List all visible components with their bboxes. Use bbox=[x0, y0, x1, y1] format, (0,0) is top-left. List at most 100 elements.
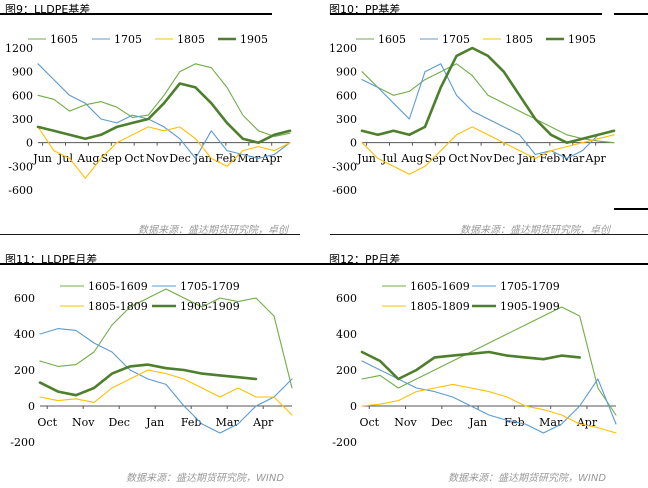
x-tick-label: Dec bbox=[493, 152, 515, 165]
section-rule bbox=[330, 234, 648, 235]
legend-label: 1805-1809 bbox=[410, 300, 470, 313]
y-tick-label: 400 bbox=[336, 328, 357, 341]
y-tick-label: -600 bbox=[332, 184, 357, 197]
x-tick-label: Feb bbox=[181, 416, 202, 429]
chart-title: 图10：PP基差 bbox=[329, 3, 401, 16]
x-tick-label: Dec bbox=[431, 416, 453, 429]
chart-source: 数据来源：盛达期货研究院，卓创 bbox=[460, 225, 610, 236]
series-line-1905 bbox=[36, 82, 292, 144]
series-line-1905-1909 bbox=[360, 350, 581, 381]
series-line-1605-1609 bbox=[39, 288, 293, 389]
series-line-1605-1609 bbox=[361, 306, 617, 416]
series-line-1605 bbox=[361, 63, 615, 144]
legend-label: 1705 bbox=[442, 33, 470, 46]
legend-label: 1905 bbox=[568, 33, 596, 46]
y-tick-label: 400 bbox=[14, 328, 35, 341]
series-line-1605 bbox=[37, 63, 291, 137]
x-tick-label: Mar bbox=[237, 152, 261, 165]
title-rule bbox=[330, 13, 602, 15]
chart-panel-2: 图10：PP基差 1200 900 600 300 0 -300 -600 Jun Jul Aug… bbox=[324, 0, 648, 244]
x-tick-label: Feb bbox=[216, 152, 237, 165]
y-tick-label: 1200 bbox=[5, 42, 33, 55]
section-rule bbox=[0, 234, 300, 235]
y-tick-label: 0 bbox=[350, 400, 357, 413]
legend-label: 1905-1909 bbox=[500, 300, 560, 313]
legend-label: 1705-1709 bbox=[500, 280, 560, 293]
x-tick-label: Mar bbox=[561, 152, 585, 165]
y-tick-label: -300 bbox=[8, 160, 33, 173]
x-tick-label: Nov bbox=[72, 416, 95, 429]
legend-label: 1905 bbox=[240, 33, 268, 46]
x-tick-label: Apr bbox=[252, 416, 274, 429]
title-rule bbox=[0, 13, 272, 15]
chart-title: 图11：LLDPE月差 bbox=[5, 253, 98, 266]
legend-label: 1605-1609 bbox=[88, 280, 148, 293]
chart-title: 图9：LLDPE基差 bbox=[5, 3, 91, 16]
y-tick-label: 300 bbox=[336, 113, 357, 126]
y-tick-label: 0 bbox=[26, 137, 33, 150]
series-line-1705 bbox=[37, 63, 291, 159]
series-line-1905 bbox=[360, 46, 616, 144]
x-tick-label: Feb bbox=[504, 416, 525, 429]
y-tick-label: 600 bbox=[336, 89, 357, 102]
y-tick-label: -300 bbox=[332, 160, 357, 173]
legend-label: 1705-1709 bbox=[180, 280, 240, 293]
x-tick-label: Aug bbox=[400, 152, 423, 165]
chart-source: 数据来源：盛达期货研究院，WIND bbox=[126, 473, 285, 484]
series-line-1805-1809 bbox=[39, 369, 293, 416]
corner-rule bbox=[614, 208, 648, 210]
x-tick-label: Jun bbox=[32, 152, 52, 165]
legend-label: 1805-1809 bbox=[88, 300, 148, 313]
series-line-1905-1909 bbox=[38, 363, 258, 397]
x-tick-label: Mar bbox=[539, 416, 563, 429]
x-tick-label: Jan bbox=[517, 152, 536, 165]
y-tick-label: 200 bbox=[336, 364, 357, 377]
y-tick-label: 900 bbox=[12, 66, 33, 79]
y-tick-label: 900 bbox=[336, 66, 357, 79]
legend-label: 1605-1609 bbox=[410, 280, 470, 293]
y-tick-label: 600 bbox=[12, 89, 33, 102]
title-rule bbox=[324, 263, 648, 265]
x-tick-label: Nov bbox=[146, 152, 169, 165]
chart-source: 数据来源：盛达期货研究院，WIND bbox=[448, 473, 607, 484]
legend-label: 1905-1909 bbox=[180, 300, 240, 313]
x-tick-label: Nov bbox=[470, 152, 493, 165]
chart-title: 图12：PP月差 bbox=[329, 253, 401, 266]
x-tick-label: Apr bbox=[576, 416, 598, 429]
x-tick-label: Oct bbox=[359, 416, 379, 429]
y-tick-label: 200 bbox=[14, 364, 35, 377]
series-line-1705-1709 bbox=[39, 328, 293, 434]
x-tick-label: Feb bbox=[540, 152, 561, 165]
x-tick-label: Aug bbox=[76, 152, 99, 165]
x-tick-label: Dec bbox=[108, 416, 130, 429]
y-tick-label: 600 bbox=[336, 292, 357, 305]
y-tick-label: 600 bbox=[14, 292, 35, 305]
y-tick-label: -600 bbox=[8, 184, 33, 197]
chart-panel-4: 图12：PP月差 600 400 200 0 -200 Oct Nov Dec Jan Feb Ma… bbox=[324, 244, 648, 488]
y-tick-label: 0 bbox=[28, 400, 35, 413]
x-tick-label: Nov bbox=[394, 416, 417, 429]
series-line-1705-1709 bbox=[361, 360, 617, 434]
chart-panel-3: 图11：LLDPE月差 600 400 200 0 -200 Oct Nov Dec Jan Fe… bbox=[0, 244, 324, 488]
legend-label: 1805 bbox=[177, 33, 205, 46]
x-tick-label: Apr bbox=[585, 152, 607, 165]
x-tick-label: Jul bbox=[381, 152, 397, 165]
x-tick-label: Jan bbox=[468, 416, 487, 429]
legend-label: 1705 bbox=[114, 33, 142, 46]
x-tick-label: Oct bbox=[37, 416, 57, 429]
y-tick-label: -200 bbox=[10, 436, 35, 449]
legend-label: 1805 bbox=[505, 33, 533, 46]
series-line-1705 bbox=[361, 63, 615, 159]
y-tick-label: 300 bbox=[12, 113, 33, 126]
x-tick-label: Jun bbox=[356, 152, 376, 165]
y-tick-label: -200 bbox=[332, 436, 357, 449]
title-rule bbox=[0, 263, 324, 265]
chart-source: 数据来源：盛达期货研究院，卓创 bbox=[138, 225, 288, 236]
y-tick-label: 0 bbox=[350, 137, 357, 150]
series-line-1805 bbox=[37, 126, 291, 179]
x-tick-label: Jul bbox=[57, 152, 73, 165]
series-line-1805-1809 bbox=[361, 383, 617, 434]
